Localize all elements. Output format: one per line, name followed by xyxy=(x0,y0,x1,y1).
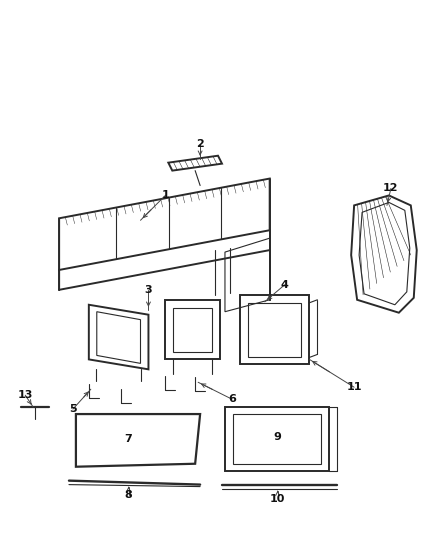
Text: 11: 11 xyxy=(346,382,362,392)
Text: 10: 10 xyxy=(270,494,285,504)
Text: 3: 3 xyxy=(145,285,152,295)
Text: 7: 7 xyxy=(125,434,132,444)
Text: 13: 13 xyxy=(18,390,33,400)
Text: 9: 9 xyxy=(274,432,282,442)
Text: 6: 6 xyxy=(228,394,236,404)
Text: 1: 1 xyxy=(162,190,169,200)
Text: 8: 8 xyxy=(125,489,132,499)
Text: 4: 4 xyxy=(281,280,289,290)
Text: 12: 12 xyxy=(383,183,399,193)
Text: 5: 5 xyxy=(69,404,77,414)
Text: 2: 2 xyxy=(196,139,204,149)
